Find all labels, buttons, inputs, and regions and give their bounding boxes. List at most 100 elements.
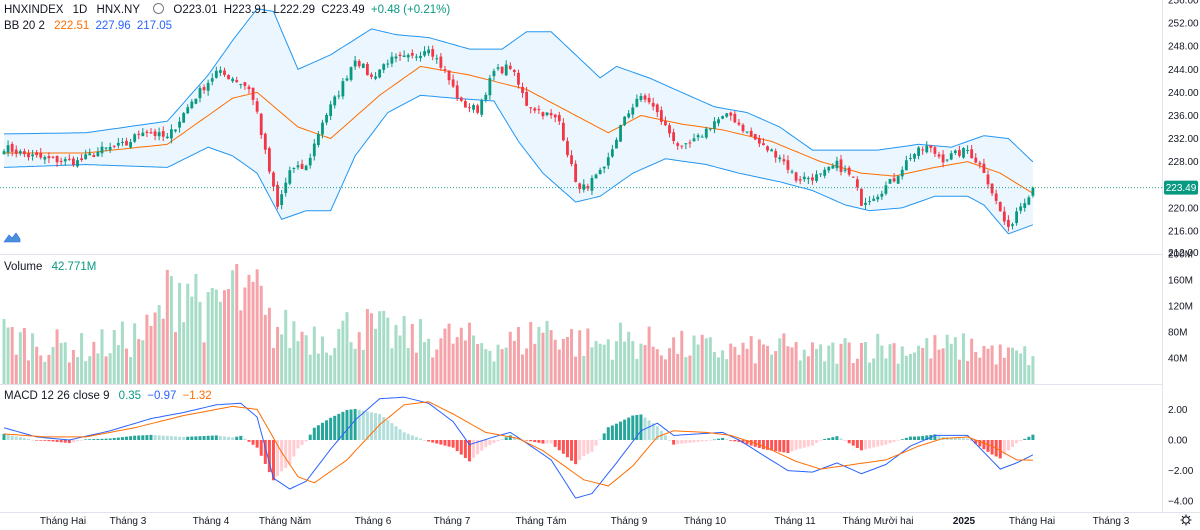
volume-bar xyxy=(247,274,251,384)
settings-gear-icon[interactable] xyxy=(1180,514,1192,526)
price-axis-tick: 220.00 xyxy=(1168,203,1199,214)
macd-histogram-bar xyxy=(10,435,14,440)
volume-bar xyxy=(451,343,455,384)
volume-bar xyxy=(831,342,835,384)
macd-histogram-bar xyxy=(271,440,275,481)
macd-histogram-bar xyxy=(680,440,684,444)
volume-bar xyxy=(14,354,18,384)
time-axis-label: Tháng Mười hai xyxy=(842,516,913,527)
candle-body xyxy=(815,174,818,181)
candle-body xyxy=(598,169,602,174)
volume-bar xyxy=(259,285,263,384)
candle-body xyxy=(263,133,267,150)
macd-legend[interactable]: MACD 12 26 close 9 0.35 −0.97 −1.32 xyxy=(4,389,218,403)
macd-histogram-bar xyxy=(255,440,259,448)
macd-histogram-bar xyxy=(439,440,443,445)
volume-bar xyxy=(80,333,84,384)
volume-bar xyxy=(696,344,700,384)
symbol-name[interactable]: HNXINDEX xyxy=(4,4,64,16)
macd-histogram-bar xyxy=(194,436,198,440)
volume-bar xyxy=(945,334,949,384)
candle-body xyxy=(100,146,104,154)
candle-body xyxy=(472,105,475,110)
volume-bar xyxy=(161,318,165,384)
volume-bar xyxy=(227,288,231,384)
candle-body xyxy=(749,130,753,137)
candle-body xyxy=(994,193,998,201)
volume-bar xyxy=(365,308,369,384)
bb-lower-line xyxy=(3,94,1034,235)
volume-bar xyxy=(414,352,418,384)
volume-bar xyxy=(802,349,806,384)
macd-histogram-bar xyxy=(75,440,79,442)
macd-histogram-bar xyxy=(668,440,672,441)
macd-histogram-bar xyxy=(276,440,280,476)
candle-body xyxy=(888,178,892,184)
volume-bar xyxy=(565,336,569,384)
candle-body xyxy=(455,85,459,99)
volume-bar xyxy=(231,270,235,384)
volume-bar xyxy=(312,326,316,384)
candle-body xyxy=(921,149,925,151)
macd-histogram-bar xyxy=(63,440,67,443)
macd-histogram-bar xyxy=(978,440,982,447)
tradingview-logo-icon[interactable] xyxy=(3,230,21,244)
candle-body xyxy=(349,67,353,80)
candle-body xyxy=(239,83,243,85)
macd-histogram-bar xyxy=(39,440,43,441)
macd-histogram-bar xyxy=(717,438,721,440)
macd-histogram-bar xyxy=(84,439,88,440)
interval[interactable]: 1D xyxy=(72,4,88,16)
bb-middle-value: 222.51 xyxy=(54,20,90,32)
volume-bar xyxy=(525,348,529,384)
volume-bar xyxy=(521,354,525,384)
volume-bar xyxy=(10,327,14,384)
candle-body xyxy=(606,157,610,166)
candle-body xyxy=(533,108,537,111)
macd-histogram-bar xyxy=(320,422,324,440)
volume-bar xyxy=(594,341,598,384)
macd-histogram-bar xyxy=(761,440,765,450)
volume-bar xyxy=(623,341,627,384)
macd-histogram-bar xyxy=(610,425,614,440)
candle-body xyxy=(296,165,300,168)
macd-histogram-bar xyxy=(402,432,406,440)
macd-histogram-bar xyxy=(619,421,623,440)
eye-icon[interactable] xyxy=(153,3,165,14)
volume-bar xyxy=(533,343,537,384)
candle-body xyxy=(325,114,328,123)
time-axis-label: Tháng 11 xyxy=(774,516,816,527)
volume-bar xyxy=(382,310,386,384)
volume-bar xyxy=(1002,357,1006,384)
macd-pane xyxy=(2,396,1035,499)
macd-histogram-bar xyxy=(900,439,904,440)
volume-bar xyxy=(235,263,239,384)
volume-bar xyxy=(516,327,520,384)
bb-legend[interactable]: BB 20 2 222.51 227.96 217.05 xyxy=(4,19,178,33)
macd-histogram-bar xyxy=(990,440,994,455)
volume-bar xyxy=(908,353,912,384)
volume-bar xyxy=(896,363,900,384)
candle-body xyxy=(986,174,990,185)
candle-body xyxy=(67,158,71,160)
volume-bar xyxy=(782,333,786,384)
volume-bar xyxy=(684,357,688,384)
macd-histogram-bar xyxy=(149,434,153,440)
candle-body xyxy=(570,155,573,165)
macd-histogram-bar xyxy=(884,440,888,445)
volume-bar xyxy=(651,346,655,384)
macd-histogram-bar xyxy=(949,437,953,440)
macd-histogram-bar xyxy=(410,435,414,440)
macd-histogram-bar xyxy=(745,440,749,445)
volume-bar xyxy=(708,337,712,384)
volume-axis-tick: 160M xyxy=(1168,276,1193,287)
volume-legend[interactable]: Volume 42.771M xyxy=(4,260,102,274)
macd-histogram-bar xyxy=(692,440,696,443)
macd-histogram-bar xyxy=(218,435,222,440)
candle-body xyxy=(243,82,247,86)
candle-body xyxy=(549,112,553,116)
macd-histogram-bar xyxy=(602,433,606,440)
candle-body xyxy=(753,134,757,140)
candle-body xyxy=(333,96,337,106)
